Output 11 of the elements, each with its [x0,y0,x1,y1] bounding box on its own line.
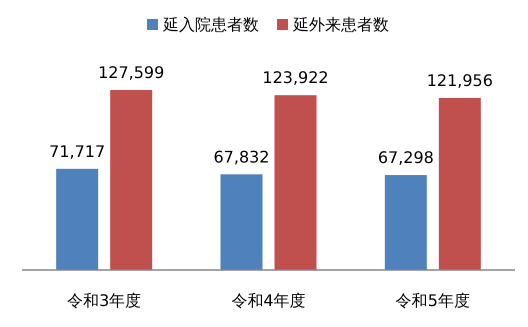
data-label: 127,599 [98,63,164,82]
data-label: 67,832 [214,147,270,166]
x-tick-label: 令和3年度 [67,291,142,310]
data-label: 71,717 [49,142,106,161]
legend-label: 延入院患者数 [162,15,259,34]
data-label: 123,922 [262,68,329,88]
x-tick-label: 令和5年度 [396,291,470,310]
data-label: 67,298 [378,148,434,168]
legend-label: 延外来患者数 [292,15,389,34]
x-tick-label: 令和4年度 [231,291,306,310]
data-label: 121,956 [426,70,493,90]
